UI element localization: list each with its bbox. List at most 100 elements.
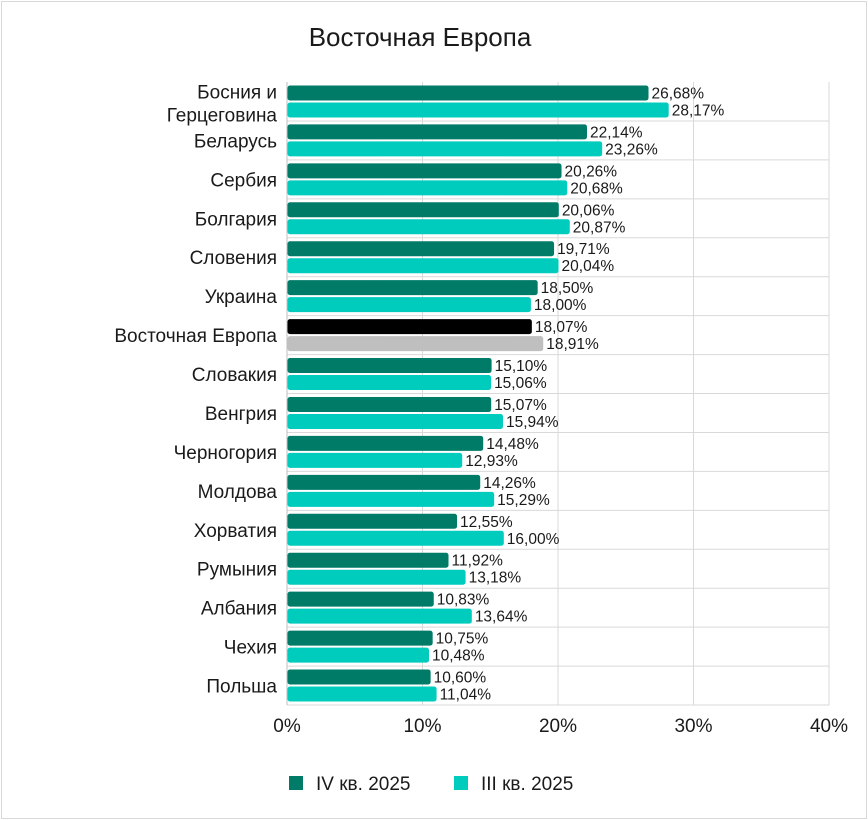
value-label: 28,17% — [672, 102, 725, 119]
value-label: 12,55% — [460, 514, 513, 531]
value-label: 12,93% — [465, 453, 518, 470]
chart-title: Восточная Европа — [309, 22, 532, 52]
category-label: Румыния — [197, 560, 277, 581]
value-label: 11,92% — [452, 553, 504, 570]
value-label: 20,68% — [570, 180, 623, 197]
category-label: Чехия — [224, 638, 277, 659]
value-label: 20,04% — [562, 258, 615, 275]
value-label: 10,83% — [437, 592, 490, 609]
bar-q3-молдова — [287, 491, 495, 507]
x-tick-label: 20% — [539, 716, 577, 737]
bar-q3-сербия — [287, 180, 568, 196]
category-label: Словения — [190, 248, 277, 269]
bar-q3-чехия — [287, 647, 430, 663]
grid — [286, 82, 830, 706]
value-label: 10,75% — [436, 631, 489, 648]
legend-label: IV кв. 2025 — [316, 774, 410, 795]
bar-q4-словакия — [287, 358, 492, 374]
bar-q3-польша — [287, 686, 437, 702]
category-label: Словакия — [192, 365, 277, 386]
bar-q3-албания — [287, 608, 472, 624]
bar-q4-восточная-европа — [287, 319, 532, 335]
value-label: 20,26% — [565, 163, 618, 180]
value-label: 22,14% — [590, 124, 643, 141]
category-label: Польша — [206, 677, 277, 698]
x-tick-label: 40% — [810, 716, 848, 737]
value-label: 18,91% — [546, 336, 599, 353]
bar-q3-хорватия — [287, 530, 504, 546]
category-label-line: Босния и — [197, 82, 277, 103]
value-label: 15,94% — [506, 414, 559, 431]
legend: IV кв. 2025 III кв. 2025 — [289, 774, 573, 795]
value-label: 19,71% — [557, 241, 610, 258]
bar-q4-сербия — [287, 163, 562, 179]
value-label: 15,07% — [494, 397, 547, 414]
value-label: 18,50% — [541, 280, 594, 297]
bar-q4-хорватия — [287, 513, 458, 529]
category-label-line: Герцеговина — [167, 105, 278, 126]
bar-q4-албания — [287, 591, 434, 607]
value-label: 20,87% — [573, 219, 626, 236]
value-label: 13,64% — [475, 609, 528, 626]
bar-q3-украина — [287, 297, 531, 313]
bar-q3-босния-и-герцеговина — [287, 102, 669, 118]
value-label: 15,06% — [494, 375, 547, 392]
legend-label: III кв. 2025 — [481, 774, 573, 795]
x-axis: 0% 10% 20% 30% 40% — [273, 716, 848, 737]
bar-q4-польша — [287, 669, 431, 685]
value-label: 10,60% — [434, 670, 487, 687]
bar-q4-украина — [287, 280, 538, 296]
category-label: Венгрия — [205, 404, 277, 425]
legend-swatch — [289, 776, 303, 790]
value-label: 26,68% — [652, 85, 705, 102]
value-label: 14,26% — [483, 475, 536, 492]
value-label: 20,06% — [562, 202, 615, 219]
x-tick-label: 30% — [674, 716, 712, 737]
value-label: 10,48% — [432, 648, 485, 665]
bar-q4-беларусь — [287, 124, 587, 140]
bar-q4-словения — [287, 241, 555, 257]
legend-swatch — [454, 776, 468, 790]
value-label: 13,18% — [469, 570, 522, 587]
bar-q3-словения — [287, 258, 559, 274]
bars — [287, 85, 669, 702]
bar-q4-черногория — [287, 435, 484, 451]
value-label: 14,48% — [486, 436, 539, 453]
bar-q4-румыния — [287, 552, 449, 568]
category-label: Восточная Европа — [114, 326, 277, 347]
value-label: 18,00% — [534, 297, 587, 314]
category-label: Черногория — [174, 443, 277, 464]
bar-q4-венгрия — [287, 396, 492, 412]
category-label: Болгария — [195, 209, 277, 230]
category-label: Хорватия — [194, 521, 277, 542]
bar-q3-черногория — [287, 452, 463, 468]
bar-q3-словакия — [287, 375, 492, 391]
bar-q4-чехия — [287, 630, 433, 646]
value-label: 15,10% — [495, 358, 548, 375]
value-label: 18,07% — [535, 319, 588, 336]
data-labels: 26,68%28,17% 22,14%23,26% 20,26%20,68% 20,0… — [432, 85, 724, 703]
bar-q4-болгария — [287, 202, 559, 218]
category-label: Босния и Герцеговина — [167, 82, 278, 126]
bar-q4-молдова — [287, 474, 481, 490]
category-label: Молдова — [198, 482, 278, 503]
value-label: 16,00% — [507, 531, 560, 548]
x-tick-label: 0% — [273, 716, 301, 737]
category-label: Сербия — [210, 170, 277, 191]
bar-q3-беларусь — [287, 141, 603, 157]
value-label: 23,26% — [605, 141, 658, 158]
bar-q4-босния-и-герцеговина — [287, 85, 649, 101]
value-label: 11,04% — [440, 687, 492, 704]
value-label: 15,29% — [497, 492, 550, 509]
category-labels: Босния и Герцеговина Беларусь Сербия Болгари… — [114, 82, 277, 697]
category-label: Беларусь — [194, 131, 277, 152]
category-label: Украина — [205, 287, 278, 308]
category-label: Албания — [201, 599, 277, 620]
bar-q3-румыния — [287, 569, 466, 585]
bar-q3-восточная-европа — [287, 336, 544, 352]
bar-q3-болгария — [287, 219, 570, 235]
bar-q3-венгрия — [287, 413, 503, 429]
x-tick-label: 10% — [403, 716, 441, 737]
